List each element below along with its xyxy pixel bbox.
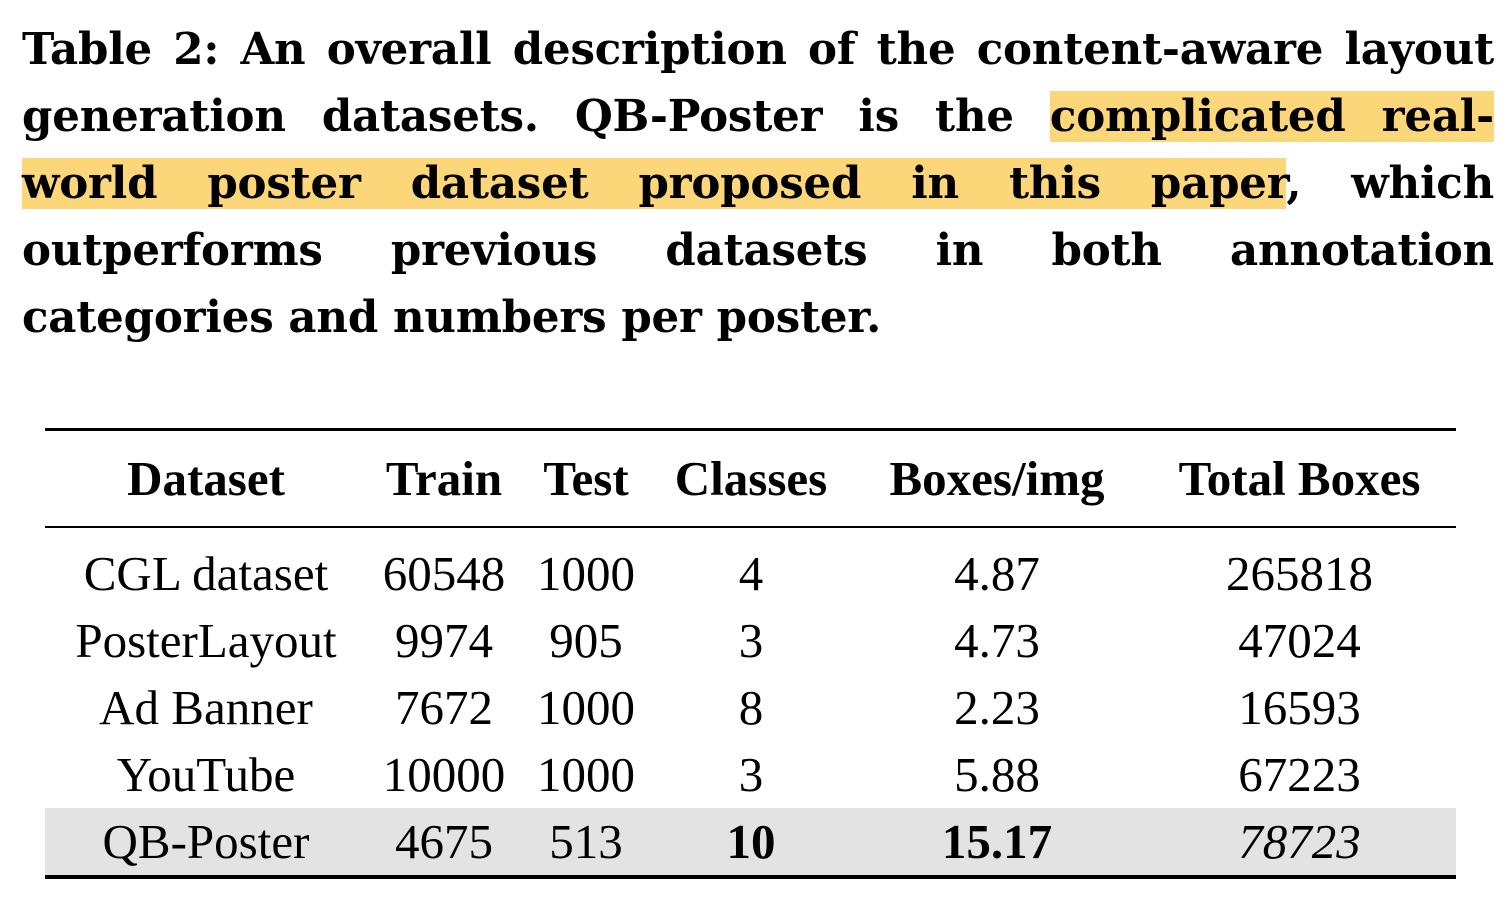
table-row: YouTube 10000 1000 3 5.88 67223 xyxy=(45,741,1456,808)
cell-total-boxes: 265818 xyxy=(1226,546,1373,601)
table-row: PosterLayout 9974 905 3 4.73 47024 xyxy=(45,607,1456,674)
cell-classes: 4 xyxy=(738,546,764,601)
cell-boxes-per-img: 2.23 xyxy=(954,680,1040,735)
header-classes: Classes xyxy=(674,451,828,506)
cell-test: 1000 xyxy=(537,747,635,802)
cell-total-boxes: 47024 xyxy=(1238,613,1361,668)
cell-dataset: CGL dataset xyxy=(83,546,329,601)
cell-total-boxes: 78723 xyxy=(1143,808,1456,877)
header-total-boxes: Total Boxes xyxy=(1178,451,1421,506)
cell-test: 1000 xyxy=(537,546,635,601)
table-caption: Table 2: An overall description of the c… xyxy=(22,16,1494,351)
cell-train: 60548 xyxy=(382,546,506,601)
table-row: CGL dataset 60548 1000 4 4.87 265818 xyxy=(45,527,1456,607)
dataset-table: Dataset Train Test Classes Boxes/img Tot… xyxy=(45,428,1456,879)
cell-dataset: PosterLayout xyxy=(75,613,337,668)
cell-dataset: Ad Banner xyxy=(99,680,313,735)
cell-classes: 10 xyxy=(651,808,851,877)
cell-total-boxes: 16593 xyxy=(1238,680,1361,735)
cell-dataset: YouTube xyxy=(116,747,296,802)
cell-boxes-per-img: 4.87 xyxy=(954,546,1040,601)
cell-test: 1000 xyxy=(537,680,635,735)
cell-boxes-per-img: 4.73 xyxy=(954,613,1040,668)
cell-test: 905 xyxy=(549,613,623,668)
table-header-row: Dataset Train Test Classes Boxes/img Tot… xyxy=(45,429,1456,527)
cell-test: 513 xyxy=(521,808,651,877)
header-train: Train xyxy=(385,451,503,506)
cell-boxes-per-img: 15.17 xyxy=(851,808,1143,877)
cell-train: 9974 xyxy=(395,613,493,668)
cell-train: 7672 xyxy=(395,680,493,735)
cell-classes: 3 xyxy=(738,613,764,668)
header-dataset: Dataset xyxy=(127,451,285,506)
cell-train: 10000 xyxy=(382,747,506,802)
cell-boxes-per-img: 5.88 xyxy=(954,747,1040,802)
table-row: Ad Banner 7672 1000 8 2.23 16593 xyxy=(45,674,1456,741)
cell-train: 4675 xyxy=(367,808,521,877)
cell-dataset: QB-Poster xyxy=(45,808,367,877)
cell-classes: 8 xyxy=(738,680,764,735)
cell-total-boxes: 67223 xyxy=(1238,747,1361,802)
cell-classes: 3 xyxy=(738,747,764,802)
caption-text: Table 2: An overall description of the c… xyxy=(22,24,1494,142)
header-boxes-per-img: Boxes/img xyxy=(889,451,1105,506)
caption-text-end: , which outperforms previous datasets in… xyxy=(22,158,1494,343)
table-row-highlighted: QB-Poster 4675 513 10 15.17 78723 xyxy=(45,808,1456,877)
dataset-table-container: Dataset Train Test Classes Boxes/img Tot… xyxy=(45,428,1456,879)
header-test: Test xyxy=(543,451,629,506)
